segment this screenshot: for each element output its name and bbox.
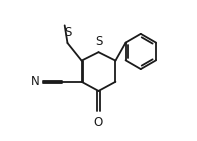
- Text: S: S: [96, 35, 103, 48]
- Text: O: O: [94, 116, 103, 129]
- Text: S: S: [64, 27, 72, 39]
- Text: N: N: [31, 75, 39, 88]
